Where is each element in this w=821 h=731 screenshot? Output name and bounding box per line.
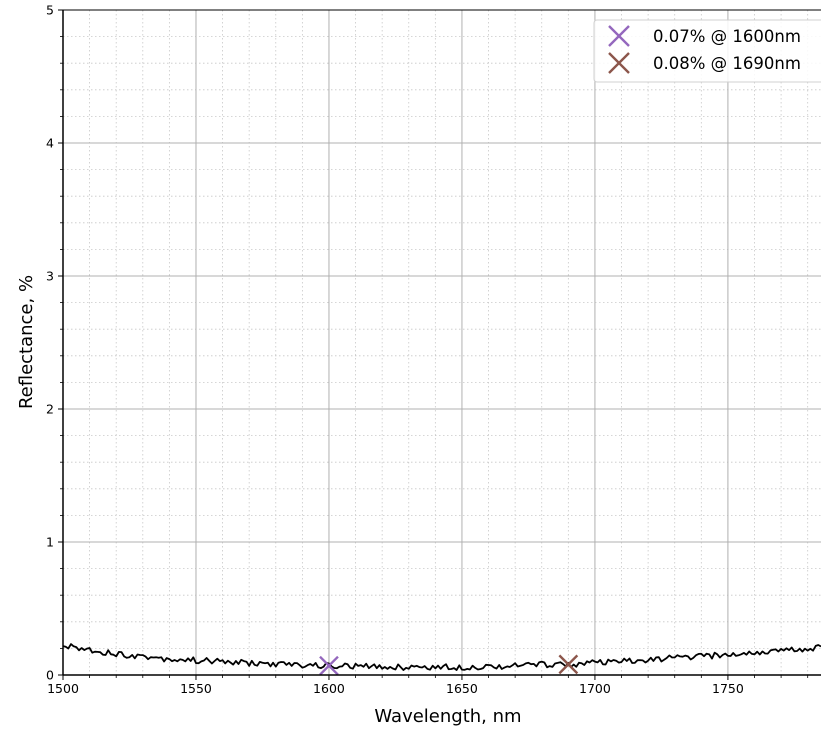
x-ticks: 1500 1550 1600 1650 1700 1750 [47, 675, 809, 696]
marker-layer [319, 654, 579, 676]
marker-stroke [319, 655, 339, 676]
x-tick-label: 1750 [712, 681, 744, 696]
x-tick-label: 1550 [180, 681, 212, 696]
legend-entry-1: 0.07% @ 1600nm [608, 25, 801, 47]
marker-x-1 [319, 655, 339, 676]
y-tick-label: 1 [46, 535, 54, 550]
reflectance-line [62, 643, 821, 671]
x-tick-label: 1500 [47, 681, 79, 696]
legend-entry-2: 0.08% @ 1690nm [608, 52, 801, 74]
x-tick-label: 1600 [313, 681, 345, 696]
y-tick-label: 0 [46, 668, 54, 683]
legend-box [593, 19, 821, 83]
x-tick-label: 1700 [579, 681, 611, 696]
major-grid [62, 9, 821, 676]
legend-label: 0.08% @ 1690nm [653, 54, 801, 73]
y-tick-label: 3 [46, 269, 54, 284]
y-tick-label: 2 [46, 402, 54, 417]
marker-x-2 [558, 654, 579, 675]
axes [62, 9, 821, 676]
y-ticks: 0 1 2 3 4 5 [46, 3, 63, 683]
legend-marker-icon [608, 52, 630, 74]
x-axis-label: Wavelength, nm [374, 706, 521, 727]
y-axis-label: Reflectance, % [16, 275, 37, 409]
marker-stroke [558, 654, 579, 675]
y-tick-label: 5 [46, 3, 54, 18]
legend: 0.07% @ 1600nm 0.08% @ 1690nm [593, 19, 821, 83]
minor-grid [63, 10, 821, 675]
x-tick-label: 1650 [446, 681, 478, 696]
legend-marker-icon [608, 25, 630, 47]
legend-label: 0.07% @ 1600nm [653, 27, 801, 46]
y-tick-label: 4 [46, 136, 54, 151]
series-layer [62, 643, 821, 671]
